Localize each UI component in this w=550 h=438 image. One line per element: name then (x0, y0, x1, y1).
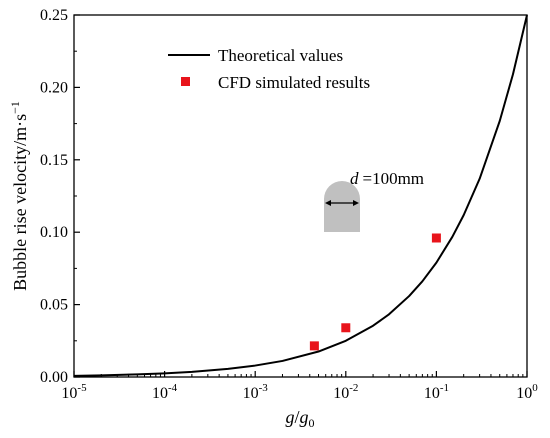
x-tick-label: 10-1 (424, 382, 449, 402)
theoretical-curve (73, 14, 528, 377)
y-axis-title-sup: −1 (8, 101, 22, 114)
legend-label-cfd: CFD simulated results (218, 73, 370, 92)
x-axis-title: g/g0 (285, 407, 314, 430)
y-tick-label: 0.25 (40, 7, 68, 24)
diameter-arrowhead-right (353, 200, 359, 206)
diameter-value: =100mm (363, 169, 425, 188)
x-tick-label: 10-4 (152, 382, 178, 402)
legend-marker-square (181, 77, 190, 86)
cfd-point (431, 233, 441, 243)
legend-label-theoretical: Theoretical values (218, 46, 343, 65)
x-tick-label: 100 (516, 382, 538, 402)
diameter-arrowhead-left (325, 200, 331, 206)
cfd-point (309, 341, 319, 351)
x-axis-title-slash: / (294, 407, 299, 427)
x-axis-title-g0: g (300, 407, 309, 427)
y-tick-label: 0.05 (40, 297, 68, 314)
x-tick-label: 10-5 (61, 382, 87, 402)
x-axis-title-g: g (285, 407, 294, 427)
y-tick-label: 0.20 (40, 79, 68, 96)
x-tick-label: 10-2 (333, 382, 358, 402)
legend: Theoretical values CFD simulated results (168, 46, 370, 92)
bubble-annotation: d =100mm (324, 169, 424, 232)
axes-frame (73, 14, 528, 378)
y-tick-label: 0.10 (40, 224, 68, 241)
y-axis-title-main: Bubble rise velocity/m·s (10, 114, 30, 291)
points-layer (309, 233, 441, 351)
diameter-var: d (350, 169, 359, 188)
bubble-shape (324, 181, 360, 232)
diameter-label: d =100mm (350, 169, 424, 188)
y-tick-label: 0.00 (40, 369, 68, 386)
x-tick-label: 10-3 (243, 382, 269, 402)
y-tick-label: 0.15 (40, 152, 68, 169)
curve-layer (73, 14, 528, 377)
x-axis-title-sub: 0 (309, 416, 315, 430)
ticks-layer: 0.00 0.05 0.10 0.15 0.20 0.25 10-5 10-4 10-3 10-2… (40, 7, 538, 402)
cfd-point (341, 323, 351, 333)
y-axis-title: Bubble rise velocity/m·s−1 (8, 101, 30, 291)
